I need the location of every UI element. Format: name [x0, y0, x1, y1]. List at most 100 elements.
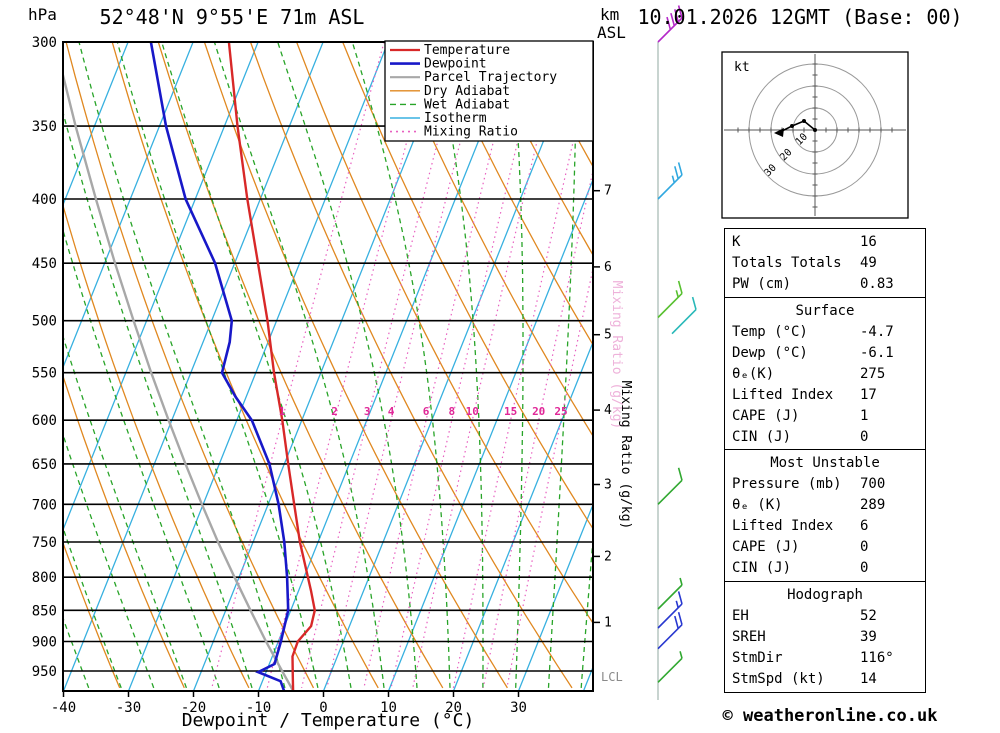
isotherm-line: [63, 42, 129, 207]
index-label: CAPE (J): [732, 539, 800, 556]
x-tick-label: 10: [380, 700, 397, 716]
wet-adiabat-line: [63, 334, 188, 689]
index-row: Lifted Index 17: [725, 385, 925, 406]
index-row: Pressure (mb) 700: [725, 474, 925, 495]
index-row: CAPE (J) 1: [725, 406, 925, 427]
mixing-ratio-value-label: 4: [388, 405, 395, 418]
wind-barb-staff: [657, 624, 683, 650]
wet-adiabat-line: [63, 432, 155, 689]
mixing-ratio-value-label: 20: [532, 405, 545, 418]
index-label: θₑ (K): [732, 497, 783, 514]
km-tick-label: 4: [604, 403, 612, 418]
index-value: 700: [860, 476, 886, 493]
legend-label: Dry Adiabat: [424, 84, 510, 99]
mixing-ratio-value-label: 25: [554, 405, 567, 418]
km-unit-label: km: [600, 5, 619, 24]
legend-label: Parcel Trajectory: [424, 70, 557, 85]
pressure-tick-label: 350: [32, 119, 57, 135]
wind-barb-staff: [657, 17, 683, 43]
mixing-ratio-value-label: 2: [331, 405, 338, 418]
dry-adiabat-line: [295, 42, 593, 625]
index-label: EH: [732, 607, 749, 624]
dry-adiabat-line: [65, 42, 315, 689]
index-label: StmSpd (kt): [732, 670, 825, 687]
wet-adiabat-line: [104, 42, 319, 689]
wet-adiabat-line: [339, 42, 451, 688]
wind-barb-feather: [674, 9, 679, 23]
index-value: 289: [860, 497, 886, 514]
isotherm-line: [63, 42, 194, 370]
dry-adiabat-line: [111, 42, 379, 689]
mixing-ratio-value-label: 6: [423, 405, 430, 418]
hodograph-trace: [779, 120, 816, 133]
wind-barb-staff: [657, 479, 683, 505]
lcl-label: LCL: [601, 670, 623, 684]
mixing-ratio-axis-label: Mixing Ratio (g/kg): [618, 381, 633, 530]
index-value: 49: [860, 255, 877, 272]
wind-barb-feather: [677, 591, 683, 605]
dry-adiabat-line: [480, 42, 593, 257]
index-value: 52: [860, 607, 877, 624]
wind-barb-feather: [677, 467, 683, 481]
pressure-tick-label: 850: [32, 603, 57, 619]
indices-box-3: Hodograph EH 52 SREH 39 StmDir 116° StmSpd (kt)…: [724, 580, 926, 693]
pressure-tick-label: 700: [32, 497, 57, 513]
index-value: 17: [860, 386, 877, 403]
pressure-unit-label: hPa: [28, 5, 57, 24]
wet-adiabat-line: [501, 42, 524, 688]
mixing-ratio-value-label: 3: [364, 405, 371, 418]
wind-barb-staff: [657, 174, 683, 200]
wet-adiabat-line: [63, 526, 122, 689]
hodograph-trace-point: [802, 119, 806, 123]
index-label: CIN (J): [732, 560, 792, 577]
index-label: Lifted Index: [732, 386, 834, 403]
x-tick-label: -40: [51, 700, 76, 716]
km-tick-label: 3: [604, 478, 612, 493]
index-label: CIN (J): [732, 428, 792, 445]
wind-barb-feather: [677, 162, 683, 176]
isotherm-line: [322, 42, 584, 691]
dry-adiabat-line: [388, 42, 593, 438]
index-label: Pressure (mb): [732, 476, 842, 493]
index-row: SREH 39: [725, 627, 925, 648]
isotherm-line: [127, 42, 389, 691]
wind-barb-feather: [674, 615, 679, 629]
wet-adiabat-line: [201, 42, 385, 688]
index-row: Dewp (°C) -6.1: [725, 343, 925, 364]
wet-adiabat-line: [66, 42, 286, 689]
legend-label: Mixing Ratio: [424, 125, 518, 140]
wet-adiabat-line: [148, 42, 352, 689]
index-label: Lifted Index: [732, 518, 834, 535]
index-value: 1: [860, 407, 869, 424]
x-axis: -40 -30 -20 -10 0 10 20 30: [51, 691, 527, 716]
km-tick-label: 2: [604, 549, 612, 564]
asl-unit-label: ASL: [597, 23, 626, 42]
index-value: 16: [860, 234, 877, 251]
plot-frame: [62, 41, 594, 692]
copyright: © weatheronline.co.uk: [722, 706, 938, 726]
pressure-tick-label: 900: [32, 635, 57, 651]
index-row: K 16: [725, 232, 925, 253]
pressure-tick-label: 550: [32, 366, 57, 382]
pressure-tick-label: 750: [32, 535, 57, 551]
indices-box-title: Surface: [795, 302, 855, 319]
pressure-tick-label: 600: [32, 413, 57, 429]
wet-adiabat-line: [547, 42, 578, 688]
index-value: 275: [860, 365, 886, 382]
wind-barb-half-feather: [679, 577, 683, 586]
wet-adiabat-line: [422, 42, 484, 688]
dry-adiabat-line: [63, 541, 121, 689]
x-tick-label: -30: [116, 700, 141, 716]
index-label: Dewp (°C): [732, 344, 808, 361]
pressure-tick-label: 800: [32, 570, 57, 586]
pressure-tick-label: 400: [32, 192, 57, 208]
x-tick-label: 20: [445, 700, 462, 716]
index-label: StmDir: [732, 649, 783, 666]
dry-adiabat-line: [342, 42, 593, 530]
index-label: Temp (°C): [732, 323, 808, 340]
km-asl-ticks: 1 2 3 4 5 6 7: [593, 184, 612, 630]
mixing-ratio-labels: 1 2 3 4 6 8 10 15 20 25: [279, 405, 568, 418]
station-title: 52°48'N 9°55'E 71m ASL: [100, 5, 365, 29]
index-row: EH 52: [725, 606, 925, 627]
